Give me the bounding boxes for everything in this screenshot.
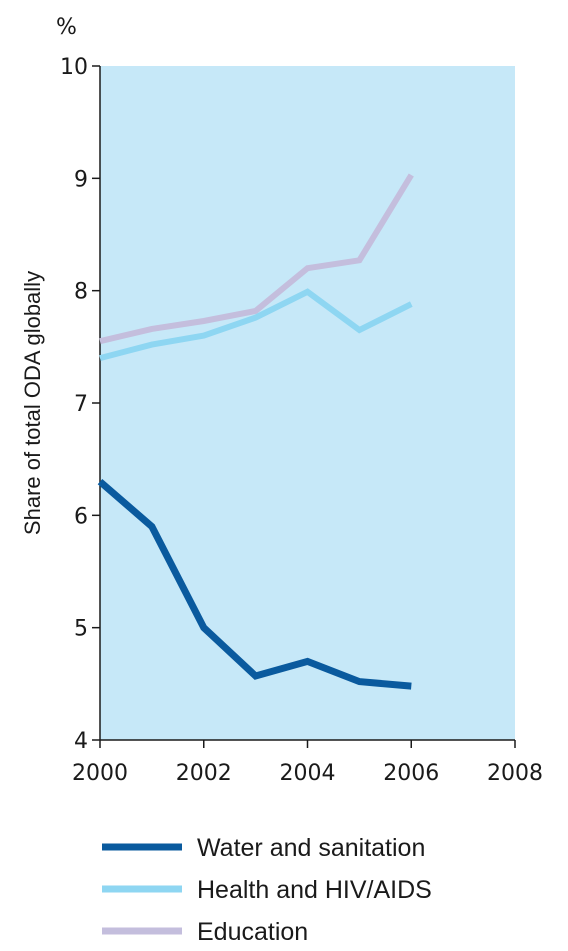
legend-label-education: Education bbox=[197, 918, 308, 946]
series-line-health-and-hiv-aids bbox=[99, 288, 413, 362]
y-tick-label: 7 bbox=[74, 392, 88, 417]
y-tick-label: 6 bbox=[74, 504, 88, 529]
axes bbox=[92, 65, 516, 748]
x-tick-label: 2000 bbox=[72, 761, 128, 786]
legend-swatch-water-and-sanitation bbox=[102, 843, 182, 851]
legend-label-water-and-sanitation: Water and sanitation bbox=[197, 834, 425, 862]
series-lines bbox=[97, 173, 414, 690]
y-axis-title: Share of total ODA globally bbox=[20, 271, 45, 535]
x-tick-label: 2004 bbox=[280, 761, 336, 786]
x-tick-label: 2008 bbox=[487, 761, 543, 786]
y-tick-label: 10 bbox=[60, 55, 88, 80]
legend: Water and sanitation Health and HIV/AIDS E… bbox=[102, 834, 432, 946]
legend-swatch-education bbox=[102, 927, 182, 935]
series-line-education bbox=[99, 173, 414, 345]
legend-swatch-health-and-hiv-aids bbox=[102, 885, 182, 893]
y-tick-label: 4 bbox=[74, 729, 88, 754]
tick-labels: 4 5 6 7 8 9 10 2000 2002 2004 2006 2008 bbox=[60, 55, 543, 786]
y-tick-label: 8 bbox=[74, 280, 88, 305]
series-line-water-and-sanitation bbox=[97, 478, 412, 690]
y-tick-label: 5 bbox=[74, 617, 88, 642]
y-tick-label: 9 bbox=[74, 167, 88, 192]
x-tick-label: 2002 bbox=[176, 761, 232, 786]
legend-label-health-and-hiv-aids: Health and HIV/AIDS bbox=[197, 876, 432, 904]
x-tick-label: 2006 bbox=[383, 761, 439, 786]
unit-label: % bbox=[56, 15, 77, 40]
plot-area bbox=[100, 66, 515, 740]
